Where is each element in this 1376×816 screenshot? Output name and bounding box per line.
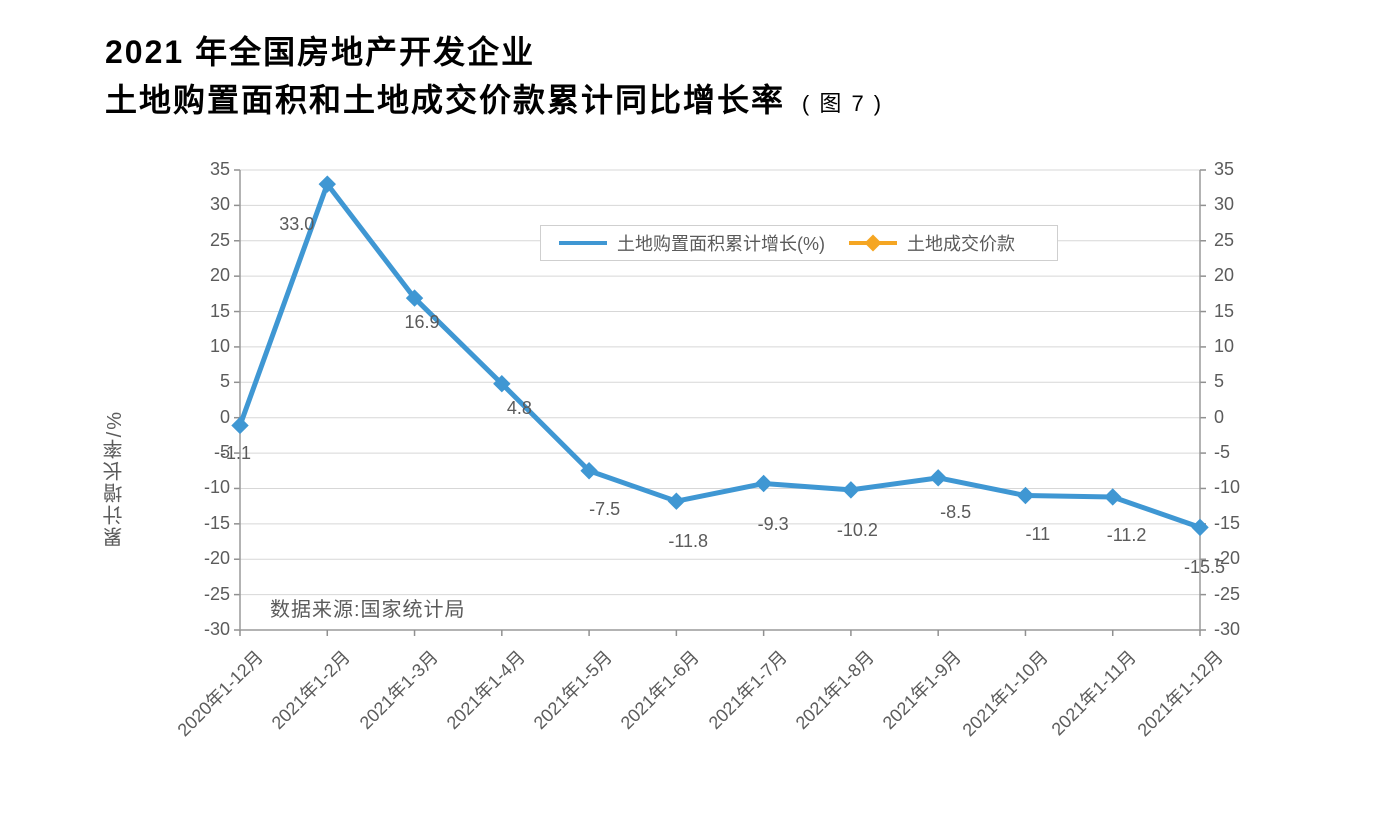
y-tick-right: 15 [1214,301,1264,322]
y-tick-right: -5 [1214,442,1264,463]
data-point-label: -1.1 [220,443,251,464]
y-tick-right: 0 [1214,407,1264,428]
y-tick-left: -25 [180,584,230,605]
y-tick-left: 25 [180,230,230,251]
x-tick-label: 2021年1-7月 [689,644,792,747]
y-tick-left: 30 [180,194,230,215]
y-tick-left: -20 [180,548,230,569]
y-tick-left: 0 [180,407,230,428]
y-axis-label: 累计增长率/% [100,410,129,547]
data-point-label: -15.5 [1184,557,1225,578]
title-line-2: 土地购置面积和土地成交价款累计同比增长率 [105,82,785,118]
legend-label: 土地购置面积累计增长(%) [617,230,825,256]
x-tick-label: 2021年1-8月 [776,644,879,747]
y-tick-right: -25 [1214,584,1264,605]
x-tick-label: 2021年1-9月 [863,644,966,747]
data-point-label: -10.2 [837,520,878,541]
x-tick-label: 2020年1-12月 [165,644,268,747]
data-point-label: -7.5 [589,499,620,520]
y-tick-right: 20 [1214,265,1264,286]
y-tick-left: -10 [180,477,230,498]
y-tick-right: 5 [1214,371,1264,392]
title-line-1: 2021 年全国房地产开发企业 [105,34,535,70]
data-point-label: 4.8 [507,398,532,419]
x-tick-label: 2021年1-5月 [514,644,617,747]
x-tick-label: 2021年1-4月 [427,644,530,747]
y-tick-right: -15 [1214,513,1264,534]
legend-item: 土地购置面积累计增长(%) [559,230,825,256]
y-tick-left: 15 [180,301,230,322]
y-tick-right: 10 [1214,336,1264,357]
chart-area: 累计增长率/% -30-30-25-25-20-20-15-15-10-10-5… [100,150,1280,790]
legend-item: 土地成交价款 [849,230,1015,256]
y-tick-left: 35 [180,159,230,180]
chart-figure: 2021 年全国房地产开发企业 土地购置面积和土地成交价款累计同比增长率 ( 图… [0,0,1376,816]
y-tick-left: -15 [180,513,230,534]
legend-label: 土地成交价款 [907,230,1015,256]
y-tick-left: 10 [180,336,230,357]
y-tick-left: 5 [180,371,230,392]
x-tick-label: 2021年1-3月 [340,644,443,747]
data-point-label: -11 [1025,524,1050,545]
x-tick-label: 2021年1-10月 [951,644,1054,747]
y-tick-right: -30 [1214,619,1264,640]
y-tick-right: 35 [1214,159,1264,180]
data-point-label: -9.3 [758,514,789,535]
y-tick-left: -30 [180,619,230,640]
data-point-label: 33.0 [279,214,314,235]
y-tick-right: 25 [1214,230,1264,251]
x-tick-label: 2021年1-11月 [1038,644,1141,747]
data-point-label: -11.2 [1107,525,1147,546]
data-point-label: -8.5 [940,502,971,523]
plot-region: -30-30-25-25-20-20-15-15-10-10-5-5005510… [240,170,1200,630]
data-point-label: 16.9 [405,312,440,333]
x-tick-label: 2021年1-6月 [602,644,705,747]
figure-number: ( 图 7 ) [802,91,883,116]
y-tick-right: -10 [1214,477,1264,498]
x-tick-label: 2021年1-2月 [252,644,355,747]
x-tick-label: 2021年1-12月 [1125,644,1228,747]
y-tick-left: 20 [180,265,230,286]
data-point-label: -11.8 [668,531,708,552]
chart-title: 2021 年全国房地产开发企业 土地购置面积和土地成交价款累计同比增长率 ( 图… [105,28,883,124]
legend: 土地购置面积累计增长(%) 土地成交价款 [540,225,1058,261]
y-tick-right: 30 [1214,194,1264,215]
data-source-note: 数据来源:国家统计局 [270,593,466,622]
